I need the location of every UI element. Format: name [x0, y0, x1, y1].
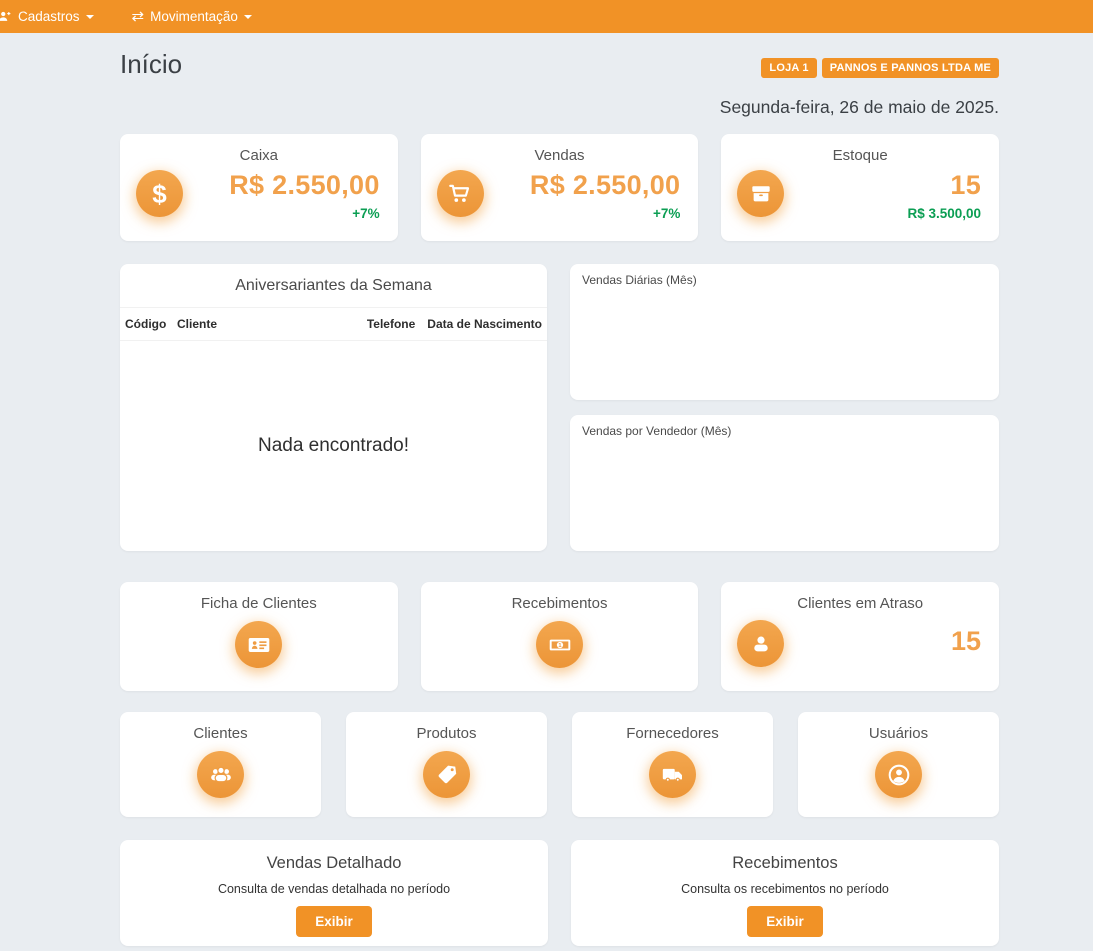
cart-icon — [436, 170, 484, 217]
stat-sub-value: +7% — [352, 206, 380, 221]
entity-card-title: Clientes — [193, 725, 248, 742]
chevron-down-icon — [85, 15, 94, 19]
user-plus-icon — [0, 9, 12, 24]
stat-card-title: Caixa — [239, 147, 279, 164]
company-badge: PANNOS E PANNOS LTDA ME — [821, 58, 999, 78]
banknote-icon: 1 — [536, 621, 583, 668]
store-badge: LOJA 1 — [761, 58, 817, 78]
card-ficha-de-clientes[interactable]: Ficha de Clientes — [120, 582, 398, 691]
exibir-recebimentos-button[interactable]: Exibir — [747, 906, 823, 937]
column-header-telefone: Telefone — [366, 317, 416, 331]
user-circle-icon — [875, 751, 922, 798]
stat-card-title: Estoque — [832, 147, 888, 164]
empty-state-message: Nada encontrado! — [257, 435, 410, 456]
nav-item-label: Movimentação — [150, 9, 238, 24]
stat-value: R$ 2.550,00 — [229, 170, 380, 200]
report-card-description: Consulta de vendas detalhada no período — [217, 882, 451, 896]
card-clientes-em-atraso[interactable]: Clientes em Atraso 15 — [721, 582, 1000, 691]
card-recebimentos[interactable]: Recebimentos 1 — [420, 582, 699, 691]
card-recebimentos-relatorio: Recebimentos Consulta os recebimentos no… — [571, 840, 999, 946]
chart-title: Vendas por Vendedor (Mês) — [582, 424, 732, 438]
entity-card-title: Fornecedores — [626, 725, 719, 742]
charts-column: Vendas Diárias (Mês) Vendas por Vendedor… — [570, 264, 999, 551]
page-title: Início — [120, 49, 183, 79]
stat-card-caixa: Caixa $ R$ 2.550,00 +7% — [120, 134, 398, 241]
report-cards-row: Vendas Detalhado Consulta de vendas deta… — [120, 840, 999, 946]
birthdays-table-header: Código Cliente Telefone Data de Nascimen… — [120, 308, 547, 341]
current-date: Segunda-feira, 26 de maio de 2025. — [719, 97, 999, 117]
entity-cards-row: Clientes Produtos Fornecedores Usuários — [120, 712, 999, 817]
entity-card-title: Produtos — [416, 725, 477, 742]
column-header-nascimento: Data de Nascimento — [427, 317, 542, 331]
birthdays-card: Aniversariantes da Semana Código Cliente… — [120, 264, 547, 551]
report-card-title: Vendas Detalhado — [266, 854, 402, 872]
stat-sub-value: R$ 3.500,00 — [907, 206, 982, 221]
card-fornecedores[interactable]: Fornecedores — [572, 712, 773, 817]
report-card-title: Recebimentos — [732, 854, 838, 872]
chevron-down-icon — [243, 15, 252, 19]
stat-card-vendas: Vendas R$ 2.550,00 +7% — [420, 134, 699, 241]
chart-vendas-diarias: Vendas Diárias (Mês) — [570, 264, 999, 400]
shortcut-card-title: Clientes em Atraso — [797, 595, 924, 612]
column-header-codigo: Código — [125, 317, 167, 331]
chart-title: Vendas Diárias (Mês) — [582, 273, 697, 287]
person-icon — [737, 620, 785, 667]
stat-sub-value: +7% — [652, 206, 681, 221]
entity-card-title: Usuários — [868, 725, 929, 742]
exibir-vendas-button[interactable]: Exibir — [296, 906, 372, 937]
stat-card-estoque: Estoque 15 R$ 3.500,00 — [721, 134, 1000, 241]
nav-item-movimentacao[interactable]: ⇄ Movimentação — [120, 0, 264, 33]
store-badges: LOJA 1 PANNOS E PANNOS LTDA ME — [761, 58, 999, 78]
shortcut-card-title: Recebimentos — [511, 595, 608, 612]
column-header-cliente: Cliente — [177, 317, 218, 331]
shortcut-cards-row: Ficha de Clientes Recebimentos 1 Cliente… — [120, 582, 1000, 691]
middle-row: Aniversariantes da Semana Código Cliente… — [120, 264, 999, 551]
late-clients-count: 15 — [950, 626, 982, 656]
nav-item-cadastros[interactable]: Cadastros — [0, 0, 106, 33]
svg-text:1: 1 — [558, 642, 561, 648]
users-icon — [197, 751, 244, 798]
stat-value: 15 — [950, 170, 982, 200]
card-produtos[interactable]: Produtos — [346, 712, 547, 817]
page-header: Início LOJA 1 PANNOS E PANNOS LTDA ME — [120, 49, 999, 85]
stat-value: R$ 2.550,00 — [529, 170, 681, 200]
top-navbar: Cadastros ⇄ Movimentação — [0, 0, 1093, 33]
dollar-icon: $ — [136, 170, 183, 217]
card-usuarios[interactable]: Usuários — [798, 712, 999, 817]
report-card-description: Consulta os recebimentos no período — [681, 882, 889, 896]
stat-card-title: Vendas — [534, 147, 585, 164]
chart-vendas-vendedor: Vendas por Vendedor (Mês) — [570, 415, 999, 551]
birthdays-title: Aniversariantes da Semana — [120, 264, 547, 308]
shortcut-card-title: Ficha de Clientes — [200, 595, 317, 612]
exchange-icon: ⇄ — [131, 8, 145, 25]
id-card-icon — [235, 621, 283, 668]
box-icon — [737, 170, 785, 217]
main-content: Início LOJA 1 PANNOS E PANNOS LTDA ME Se… — [120, 49, 1000, 946]
nav-item-label: Cadastros — [18, 9, 80, 24]
tag-icon — [423, 751, 470, 798]
stat-cards-row: Caixa $ R$ 2.550,00 +7% Vendas R$ 2.550,… — [120, 134, 1000, 241]
card-vendas-detalhado: Vendas Detalhado Consulta de vendas deta… — [120, 840, 548, 946]
card-clientes[interactable]: Clientes — [120, 712, 321, 817]
truck-icon — [649, 751, 696, 798]
